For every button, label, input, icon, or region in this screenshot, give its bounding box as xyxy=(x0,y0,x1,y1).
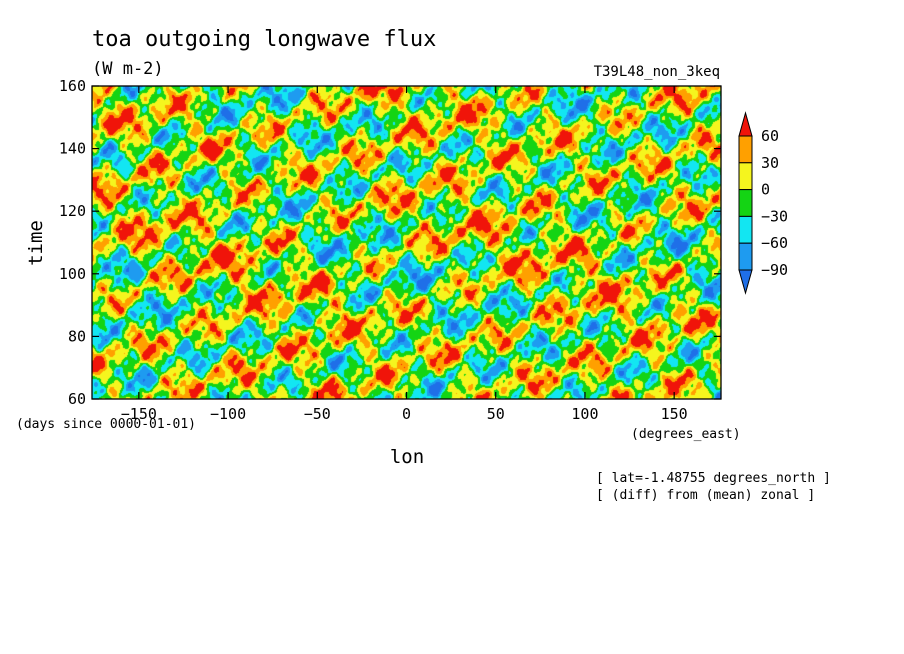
colorbar-label: 60 xyxy=(761,127,779,145)
x-tick-label: 0 xyxy=(402,405,411,423)
y-tick-label: 80 xyxy=(68,327,86,345)
x-tick-label: −100 xyxy=(210,405,246,423)
y-tick-label: 140 xyxy=(59,140,86,158)
note-latitude: [ lat=-1.48755 degrees_north ] xyxy=(596,471,831,486)
colorbar-label: −30 xyxy=(761,207,788,225)
run-name: T39L48_non_3keq xyxy=(594,64,720,80)
x-axis: −150 −100 −50 0 50 100 150 xyxy=(121,86,688,423)
chart-title: toa outgoing longwave flux xyxy=(92,27,436,52)
plot-area xyxy=(91,85,722,400)
colorbar-bin xyxy=(738,162,753,191)
note-diff: [ (diff) from (mean) zonal ] xyxy=(596,488,815,503)
y-tick-label: 160 xyxy=(59,77,86,95)
x-tick-label: 150 xyxy=(661,405,688,423)
y-axis-label: time xyxy=(25,220,47,266)
y-tick-label: 60 xyxy=(68,390,86,408)
colorbar-bin xyxy=(738,189,753,217)
colorbar: 60 30 0 −30 −60 −90 xyxy=(738,111,788,295)
y-units-label: (days since 0000-01-01) xyxy=(16,417,196,432)
heatmap-field xyxy=(92,86,721,399)
x-tick-label: −50 xyxy=(304,405,331,423)
colorbar-bin xyxy=(738,215,753,244)
x-tick-label: 50 xyxy=(487,405,505,423)
y-axis: 60 80 100 120 140 160 xyxy=(59,77,721,408)
x-tick-label: −150 xyxy=(121,405,157,423)
x-tick-label: 100 xyxy=(571,405,598,423)
x-axis-label: lon xyxy=(390,446,424,468)
colorbar-extend-min xyxy=(738,269,753,295)
colorbar-bin xyxy=(738,135,753,164)
x-units-label: (degrees_east) xyxy=(631,427,741,442)
colorbar-label: −90 xyxy=(761,261,788,279)
colorbar-label: 0 xyxy=(761,181,770,199)
colorbar-label: −60 xyxy=(761,234,788,252)
chart-units: (W m-2) xyxy=(92,59,164,79)
y-tick-label: 100 xyxy=(59,265,86,283)
y-tick-label: 120 xyxy=(59,202,86,220)
colorbar-bin xyxy=(738,242,753,271)
colorbar-extend-max xyxy=(738,111,753,137)
colorbar-label: 30 xyxy=(761,154,779,172)
